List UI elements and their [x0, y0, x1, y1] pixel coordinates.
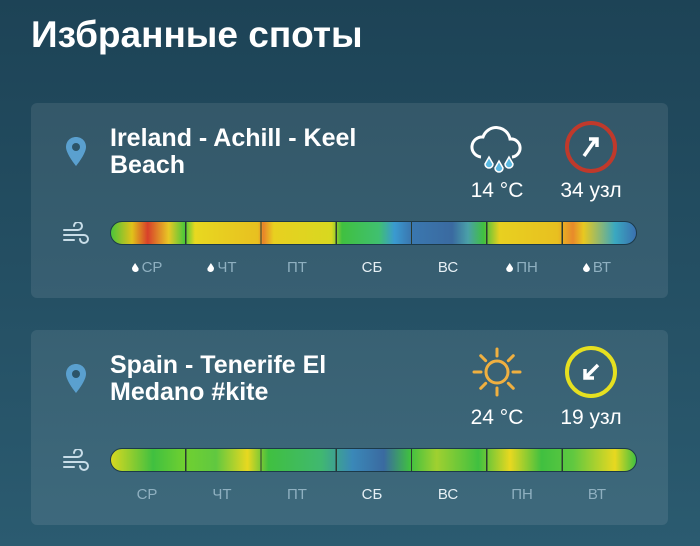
weather-icon — [470, 126, 522, 173]
temperature: 24 °C — [470, 406, 524, 429]
day-label: ПН — [492, 259, 552, 276]
wind-direction — [565, 121, 617, 173]
day-name: ПТ — [287, 259, 307, 276]
spot-card[interactable]: Spain - Tenerife El Medano #kite 24 °C 19 … — [31, 330, 668, 525]
day-name: ЧТ — [217, 259, 237, 276]
day-name: ЧТ — [212, 486, 232, 503]
day-label: СР — [117, 486, 177, 503]
rain-icon — [131, 263, 139, 272]
day-label: ПТ — [267, 259, 327, 276]
day-name: ВТ — [587, 486, 607, 503]
day-label: ПН — [492, 486, 552, 503]
weather-icon — [472, 347, 522, 397]
day-label: ВС — [418, 486, 478, 503]
pin-icon — [66, 137, 86, 166]
spot-name: Ireland - Achill - Keel Beach — [110, 124, 357, 179]
wind-icon — [63, 449, 89, 471]
pin-icon — [66, 364, 86, 393]
rain-icon — [582, 263, 590, 272]
day-name: СБ — [361, 486, 383, 503]
wind-speed: 19 узл — [560, 406, 622, 429]
day-label: ЧТ — [192, 259, 252, 276]
page-title: Избранные споты — [31, 14, 363, 55]
day-label: ВС — [418, 259, 478, 276]
wind-bar — [110, 448, 637, 472]
day-label: ЧТ — [192, 486, 252, 503]
day-name: ВТ — [592, 259, 612, 276]
day-name: СР — [141, 259, 163, 276]
day-name: ВС — [437, 259, 459, 276]
rain-icon — [506, 263, 514, 272]
wind-bar — [110, 221, 637, 245]
day-name: ПН — [516, 259, 538, 276]
day-label: СР — [117, 259, 177, 276]
rain-icon — [207, 263, 215, 272]
wind-icon — [63, 222, 89, 244]
day-label: СБ — [342, 486, 402, 503]
wind-direction — [565, 346, 617, 398]
day-label: ВТ — [567, 259, 627, 276]
day-label: ВТ — [567, 486, 627, 503]
spot-name: Spain - Tenerife El Medano #kite — [110, 351, 327, 406]
day-name: ПН — [511, 486, 533, 503]
spot-card[interactable]: Ireland - Achill - Keel Beach 14 °C 34 узл… — [31, 103, 668, 298]
day-label: ПТ — [267, 486, 327, 503]
wind-speed: 34 узл — [560, 179, 622, 202]
day-name: ВС — [437, 486, 459, 503]
day-label: СБ — [342, 259, 402, 276]
day-name: ПТ — [287, 486, 307, 503]
day-name: СБ — [361, 259, 383, 276]
temperature: 14 °C — [470, 179, 524, 202]
day-name: СР — [136, 486, 158, 503]
